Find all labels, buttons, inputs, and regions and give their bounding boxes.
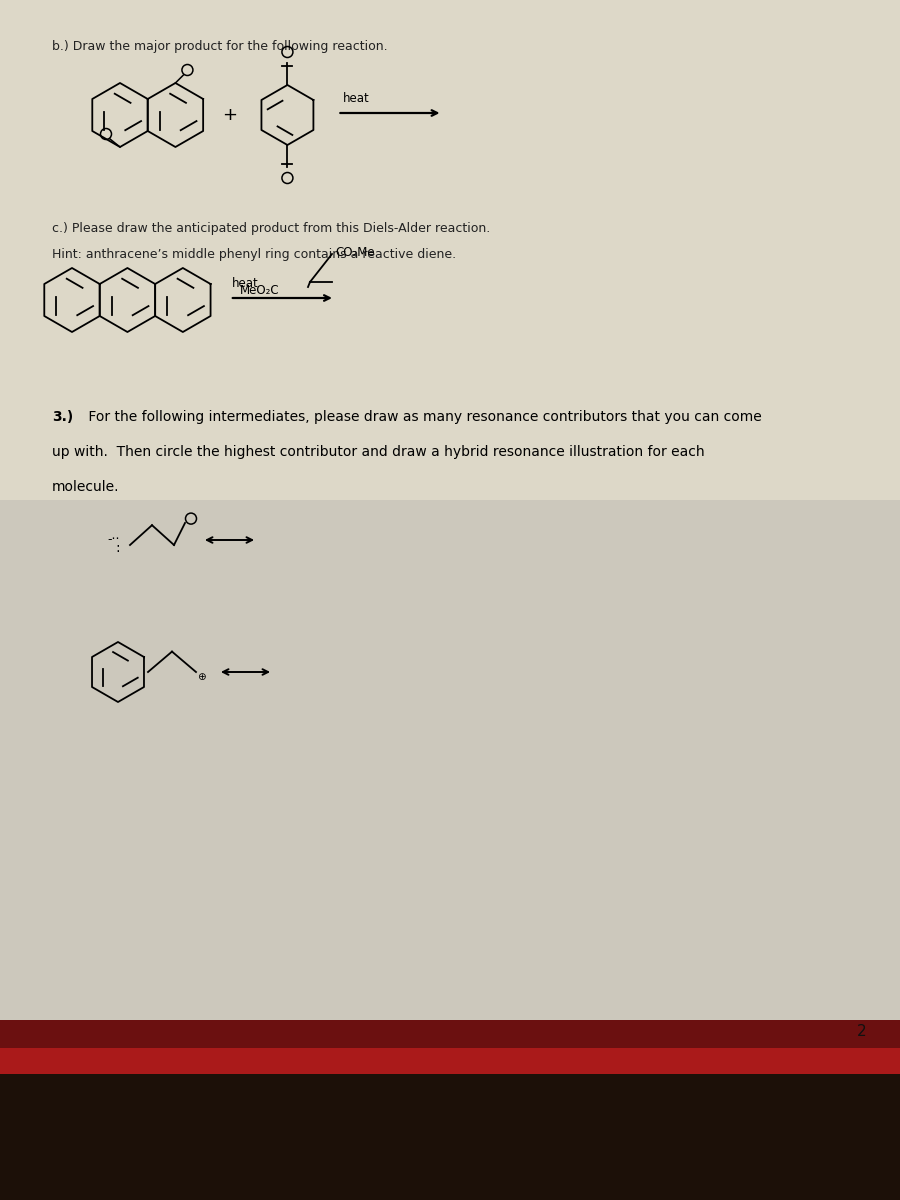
Bar [0,1048,900,1074]
FancyBboxPatch shape [0,0,900,1050]
Text: molecule.: molecule. [52,480,120,494]
Text: heat: heat [232,277,258,290]
Text: +: + [222,106,237,124]
FancyBboxPatch shape [0,500,900,1050]
Text: heat: heat [342,92,369,104]
Text: ⊕: ⊕ [196,672,205,682]
Text: MeO₂C: MeO₂C [240,283,280,296]
Bar [0,1074,900,1200]
Text: b.) Draw the major product for the following reaction.: b.) Draw the major product for the follo… [52,40,388,53]
Text: Hint: anthracene’s middle phenyl ring contains a reactive diene.: Hint: anthracene’s middle phenyl ring co… [52,248,456,260]
Text: -⋅⋅: -⋅⋅ [107,534,120,546]
Text: For the following intermediates, please draw as many resonance contributors that: For the following intermediates, please … [84,410,761,424]
Text: 2: 2 [857,1025,867,1039]
Text: 3.): 3.) [52,410,73,424]
Text: CO₂Me: CO₂Me [335,246,374,258]
Text: up with.  Then circle the highest contributor and draw a hybrid resonance illust: up with. Then circle the highest contrib… [52,445,705,458]
Bar [0,1020,900,1048]
Text: c.) Please draw the anticipated product from this Diels-Alder reaction.: c.) Please draw the anticipated product … [52,222,490,235]
Text: :: : [115,541,120,554]
